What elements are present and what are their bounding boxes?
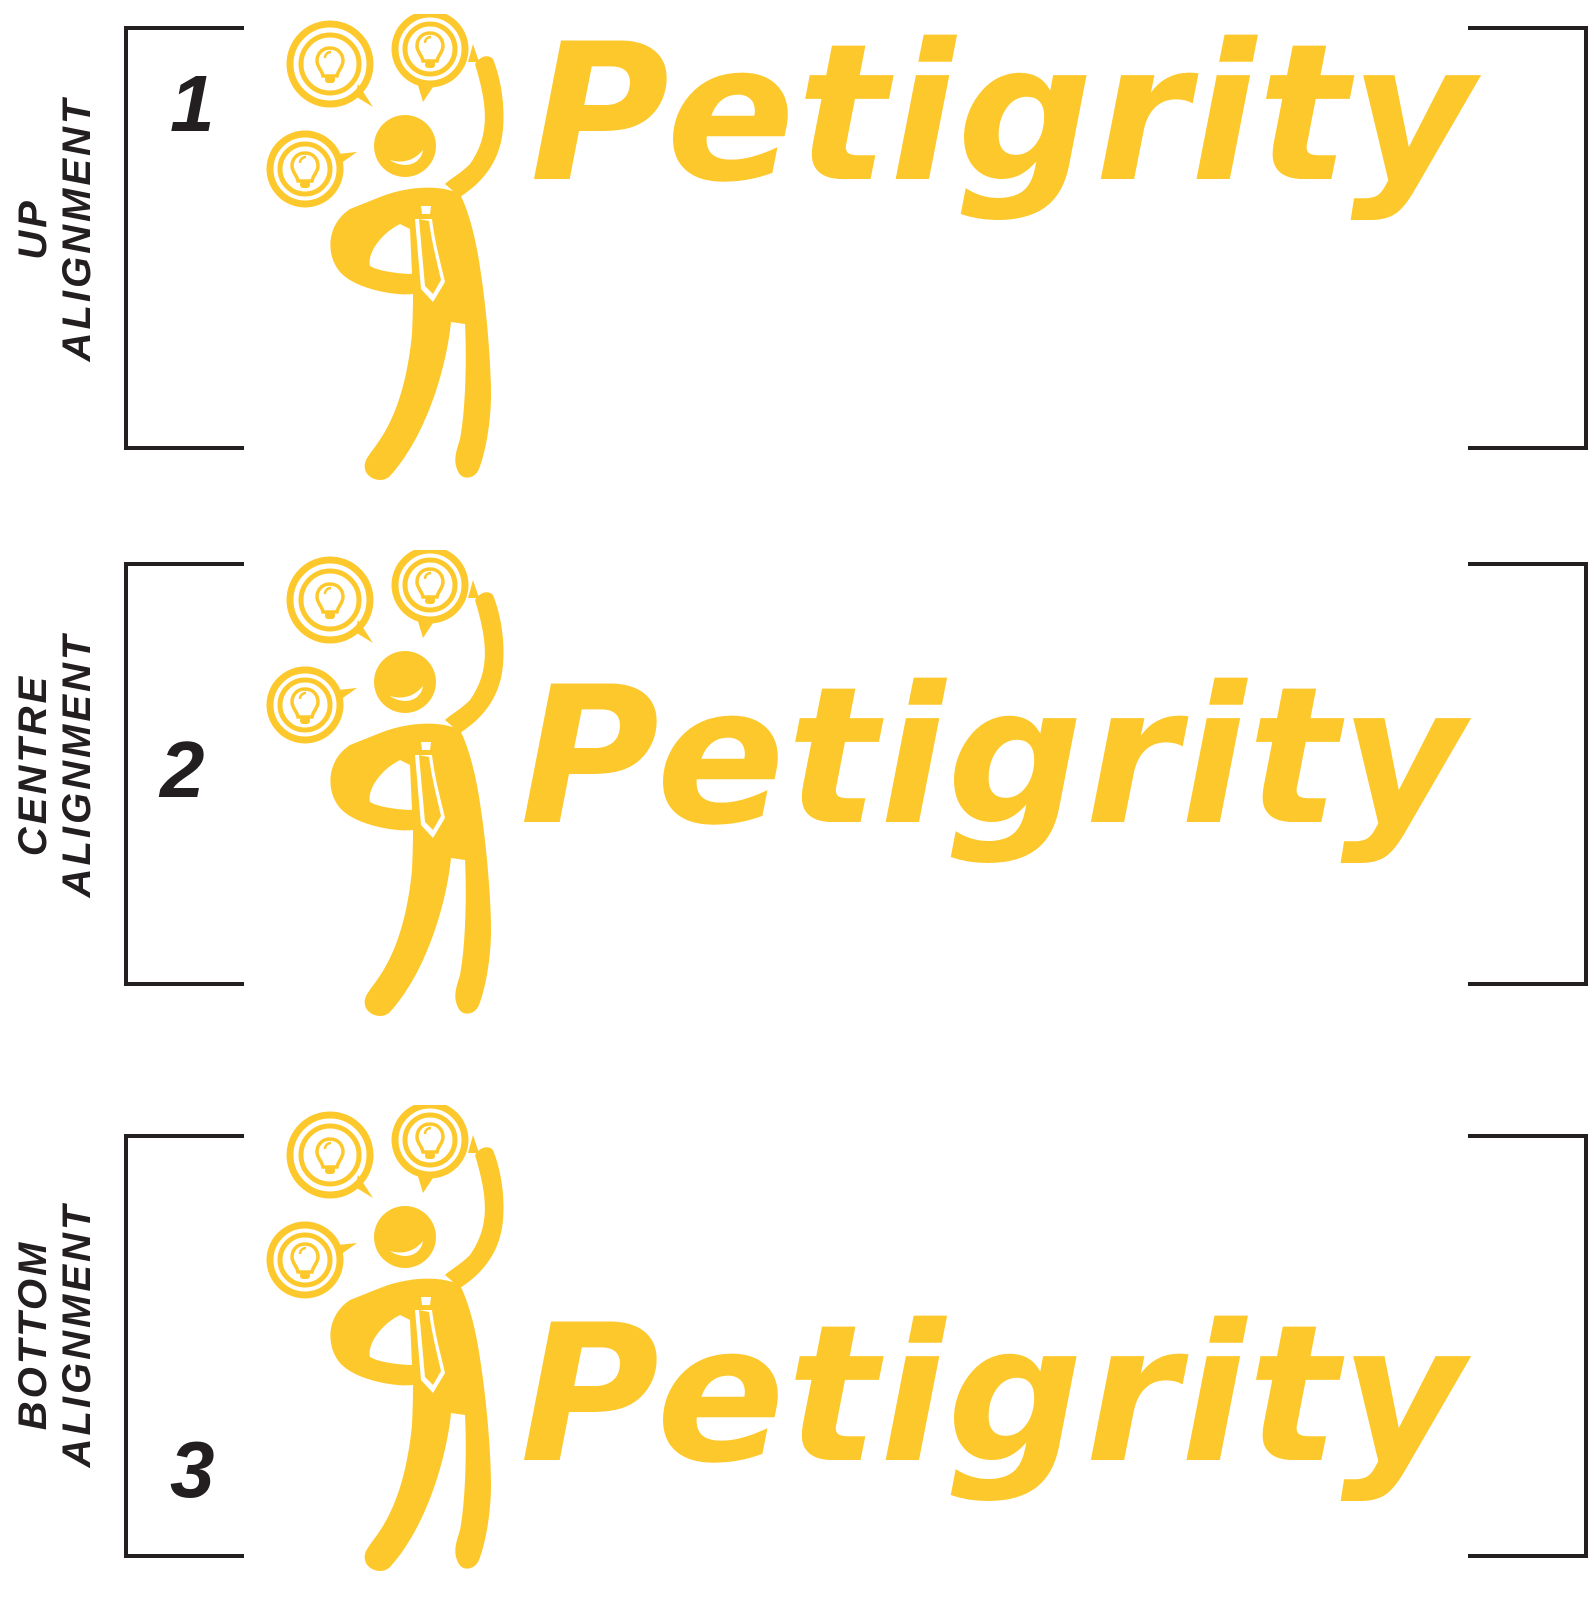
panel-bottom-alignment: BOTTOM ALIGNMENT 3 Petigrity (0, 1120, 1596, 1550)
panel-centre-alignment: CENTRE ALIGNMENT 2 Petigrity (0, 550, 1596, 980)
panel-number: 2 (160, 725, 205, 814)
label-line-2: ALIGNMENT (55, 1202, 99, 1468)
label-line-1: CENTRE (11, 673, 55, 857)
right-bracket (1468, 1134, 1588, 1558)
label-line-2: ALIGNMENT (55, 632, 99, 898)
right-bracket (1468, 562, 1588, 986)
panel-label: BOTTOM ALIGNMENT (0, 1120, 110, 1550)
label-line-1: BOTTOM (11, 1239, 55, 1431)
thinking-man-lightbulbs-icon (255, 1105, 525, 1575)
thinking-man-lightbulbs-icon (255, 14, 525, 484)
left-bracket (124, 1134, 244, 1558)
panel-up-alignment: UP ALIGNMENT 1 Petigrity (0, 14, 1596, 444)
panel-number: 3 (170, 1425, 215, 1514)
label-line-1: UP (11, 198, 55, 260)
thinking-man-lightbulbs-icon (255, 550, 525, 1020)
right-bracket (1468, 26, 1588, 450)
panel-number: 1 (170, 59, 215, 148)
left-bracket (124, 562, 244, 986)
wordmark-petigrity: Petigrity (520, 646, 1467, 867)
wordmark-petigrity: Petigrity (530, 3, 1477, 224)
panel-label: CENTRE ALIGNMENT (0, 550, 110, 980)
wordmark-petigrity: Petigrity (520, 1284, 1467, 1505)
label-line-2: ALIGNMENT (55, 96, 99, 362)
panel-label: UP ALIGNMENT (0, 14, 110, 444)
left-bracket (124, 26, 244, 450)
